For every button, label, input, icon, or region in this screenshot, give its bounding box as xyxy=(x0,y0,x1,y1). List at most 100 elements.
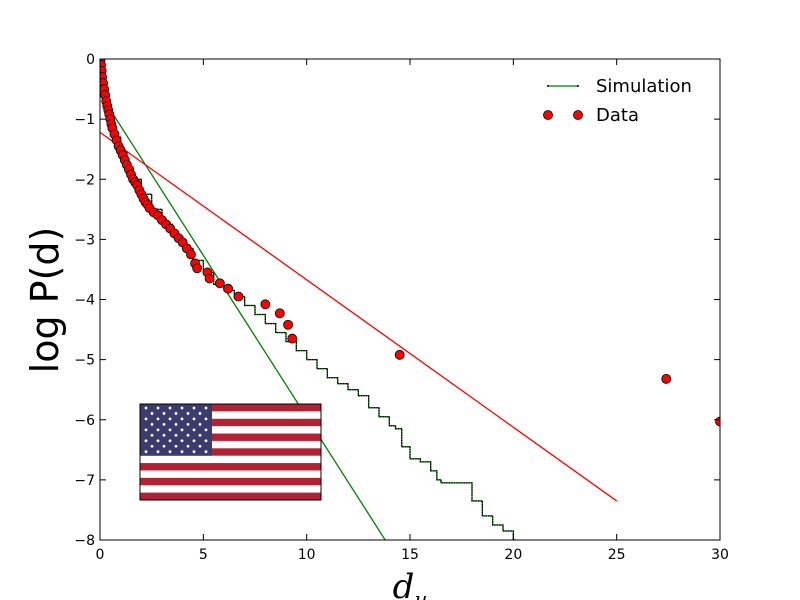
y-tick-label: −6 xyxy=(74,413,95,429)
flag-stripe xyxy=(140,411,321,420)
flag-star xyxy=(156,428,160,432)
flag-star xyxy=(204,417,208,421)
x-axis-label: du xyxy=(393,567,428,600)
flag-star xyxy=(174,422,178,426)
flag-of-united-states-icon xyxy=(139,403,322,501)
flag-star xyxy=(198,412,202,415)
flag-border xyxy=(139,403,322,501)
y-tick-label: −1 xyxy=(74,112,95,128)
flag-star xyxy=(198,422,202,426)
flag-stripe xyxy=(140,492,321,501)
legend-simulation-marker-right xyxy=(577,85,579,87)
flag-star xyxy=(198,433,202,437)
flag-star xyxy=(204,439,208,443)
flag-star xyxy=(180,428,184,432)
flag-star xyxy=(162,422,166,426)
legend-data-marker-right xyxy=(573,110,583,120)
flag-star xyxy=(192,428,196,432)
flag-star xyxy=(150,412,154,415)
data-point xyxy=(192,263,203,274)
flag-star xyxy=(204,406,208,410)
flag-stripe xyxy=(140,455,321,464)
flag-stripe xyxy=(140,448,321,456)
simulation-fit-line xyxy=(111,112,386,540)
y-tick-label: −5 xyxy=(74,353,95,369)
flag-star xyxy=(162,412,166,415)
flag-star xyxy=(186,422,190,426)
data-point xyxy=(283,319,293,330)
data-point xyxy=(287,333,298,344)
data-point xyxy=(223,283,234,294)
flag-star xyxy=(168,428,172,432)
legend: Simulation Data xyxy=(543,76,692,126)
flag-star xyxy=(192,406,196,410)
flag-star xyxy=(192,439,196,443)
flag-star xyxy=(174,444,178,448)
flag-star xyxy=(168,417,172,421)
flag-star xyxy=(144,417,148,421)
data-point xyxy=(274,308,285,319)
data-fit-line xyxy=(100,131,618,502)
flag-stripe xyxy=(140,470,321,479)
x-axis-label-subscript: u xyxy=(414,587,427,600)
data-point xyxy=(260,299,271,310)
flag-star xyxy=(186,444,190,448)
flag-star xyxy=(150,433,154,437)
flag-canton xyxy=(140,404,212,456)
data-point xyxy=(233,291,244,302)
simulation-curve xyxy=(100,59,517,540)
y-tick-label: −2 xyxy=(74,172,95,188)
flag-star xyxy=(150,422,154,426)
flag-star xyxy=(186,412,190,415)
data-point xyxy=(661,373,672,384)
legend-data-label: Data xyxy=(596,105,639,126)
flag-star xyxy=(192,417,196,421)
flag-star xyxy=(162,433,166,437)
data-point xyxy=(214,278,225,289)
flag-star xyxy=(144,439,148,443)
data-point xyxy=(186,249,196,260)
flag-stripe xyxy=(140,463,321,471)
flag-star xyxy=(192,450,196,454)
y-tick-label: −7 xyxy=(74,473,95,489)
flag-star xyxy=(150,444,154,448)
flag-star xyxy=(174,412,178,415)
flag-star xyxy=(180,439,184,443)
flag-star xyxy=(174,433,178,437)
flag-star xyxy=(168,450,172,454)
y-tick-label: −4 xyxy=(74,293,95,309)
x-axis-label-main: d xyxy=(393,567,415,600)
flag-stripe xyxy=(140,418,321,427)
flag-stripe xyxy=(140,433,321,442)
flag-star xyxy=(156,450,160,454)
flag-star xyxy=(168,439,172,443)
data-point xyxy=(204,273,215,284)
legend-simulation-marker-left xyxy=(547,85,549,87)
y-tick-label: −3 xyxy=(74,232,95,248)
x-tick-label: 10 xyxy=(298,547,316,563)
flag-star xyxy=(198,444,202,448)
y-axis: 0 −1 −2 −3 −4 −5 −6 −7 −8 xyxy=(74,52,720,549)
x-tick-label: 20 xyxy=(504,547,522,563)
plot-area xyxy=(100,59,720,540)
data-point xyxy=(394,349,405,360)
flag-star xyxy=(180,406,184,410)
flag-star xyxy=(180,417,184,421)
flag-star xyxy=(204,450,208,454)
flag-star xyxy=(144,450,148,454)
x-tick-label: 15 xyxy=(401,547,419,563)
x-tick-label: 30 xyxy=(711,547,729,563)
flag-star xyxy=(156,439,160,443)
flag-star xyxy=(144,428,148,432)
flag-star xyxy=(156,417,160,421)
flag-stripe xyxy=(140,440,321,449)
legend-data-marker-left xyxy=(543,110,553,120)
flag-star xyxy=(204,428,208,432)
flag-star xyxy=(168,406,172,410)
flag-stripe xyxy=(140,477,321,486)
flag-stripe xyxy=(140,485,321,493)
flag-star xyxy=(162,444,166,448)
flag-star xyxy=(186,433,190,437)
x-tick-label: 25 xyxy=(608,547,626,563)
